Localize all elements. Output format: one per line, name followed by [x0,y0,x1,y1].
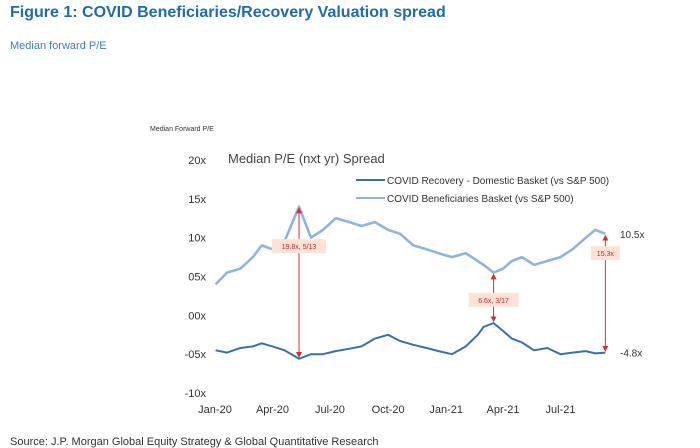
annotation-label: 19.8x, 5/13 [282,244,317,251]
y-axis: 20x 15x 10x 05x 00x -05x -10x [185,155,207,400]
y-axis-label: Median Forward P/E [150,126,214,133]
chart-title: Median P/E (nxt yr) Spread [228,151,385,166]
figure-subtitle: Median forward P/E [10,40,107,52]
annotation-label-box [271,239,327,254]
x-tick-label: Oct-20 [372,404,405,416]
annotation-label: 6.6x, 3/17 [478,298,509,305]
end-value-label: -4.8x [620,349,642,360]
x-tick-label: Apr-20 [256,404,289,416]
y-tick-label: 20x [188,155,206,167]
annotation-label: 15.3x [597,251,615,258]
x-tick-label: Jul-21 [546,404,576,416]
x-tick-label: Apr-21 [487,404,520,416]
x-tick-label: Jan-20 [198,404,232,416]
legend-label-beneficiaries: COVID Beneficiaries Basket (vs S&P 500) [387,194,574,205]
y-tick-label: 00x [188,310,206,322]
x-axis: Jan-20 Apr-20 Jul-20 Oct-20 Jan-21 Apr-21 Jul-… [198,404,575,416]
y-tick-label: 15x [188,194,206,206]
x-tick-label: Jan-21 [429,404,463,416]
figure-title: Figure 1: COVID Beneficiaries/Recovery V… [10,4,446,21]
annotation-label-box [590,246,620,261]
annotations: 19.8x, 5/13 6.6x, 3/17 15.3x [271,207,620,359]
y-tick-label: -05x [185,349,207,361]
annotation-label-box [468,292,519,307]
y-tick-label: -10x [185,388,207,400]
y-tick-label: 10x [188,233,206,245]
series-lines [214,205,606,360]
series-line-recovery [215,322,606,360]
y-tick-label: 05x [188,272,206,284]
end-value-label: 10.5x [620,230,644,241]
x-tick-label: Jul-20 [315,404,345,416]
source-note: Source: J.P. Morgan Global Equity Strate… [10,436,379,448]
end-labels: 10.5x -4.8x [620,230,644,360]
legend-label-recovery: COVID Recovery - Domestic Basket (vs S&P… [387,176,609,187]
legend: COVID Recovery - Domestic Basket (vs S&P… [356,176,609,205]
